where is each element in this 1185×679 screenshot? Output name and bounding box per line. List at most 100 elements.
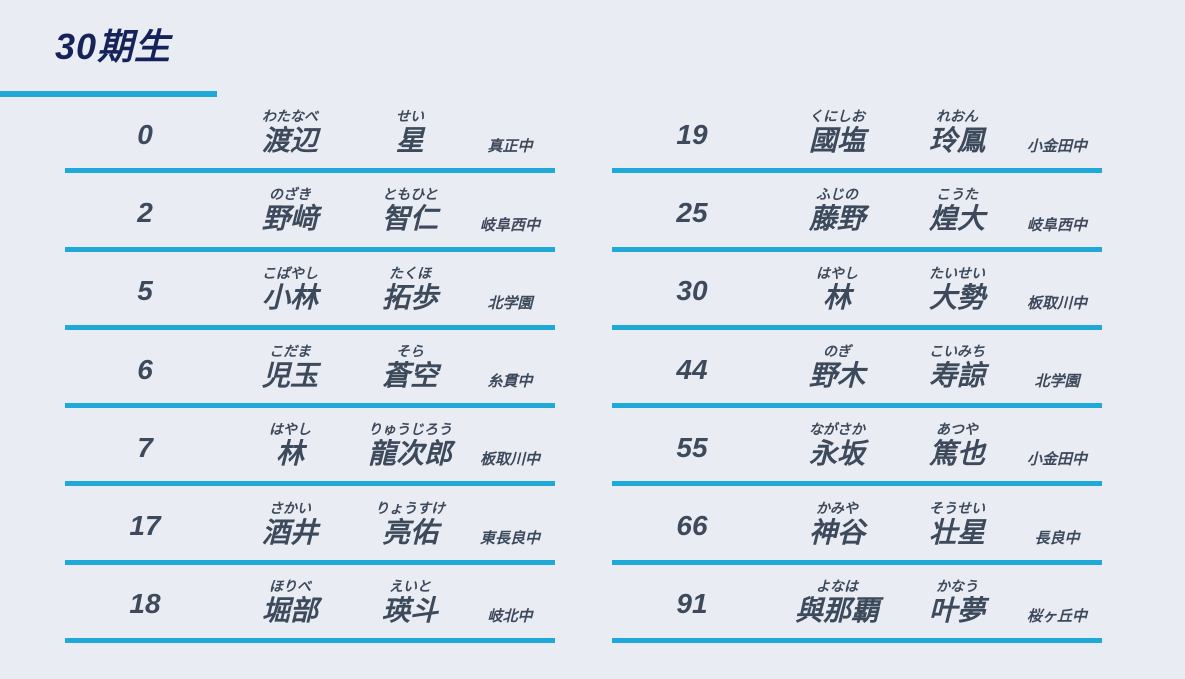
jersey-number: 6: [137, 353, 153, 385]
school-name: 桜ヶ丘中: [1026, 608, 1087, 626]
given-name: 亮佑: [381, 516, 438, 548]
family-name-block: さかい 酒井: [225, 498, 355, 549]
roster-column-left: 0 わたなべ 渡辺 せい 星 真正中 2 のざき 野﨑 ともひと 智仁 岐阜西中…: [65, 95, 555, 644]
given-name-furigana: こいみち: [929, 343, 985, 360]
title-underline: [0, 91, 217, 97]
given-name-furigana: りゅうじろう: [368, 421, 452, 438]
given-name: 拓歩: [381, 281, 438, 313]
jersey-number: 17: [129, 510, 161, 542]
family-name: 小林: [261, 281, 318, 313]
family-name-furigana: のざき: [269, 186, 311, 203]
family-name-furigana: くにしお: [809, 108, 865, 125]
roster-row: 2 のざき 野﨑 ともひと 智仁 岐阜西中: [65, 173, 555, 252]
family-name-furigana: よなは: [816, 577, 858, 594]
given-name: 篤也: [928, 438, 985, 470]
family-name-block: のざき 野﨑: [225, 184, 355, 235]
page-title: 30期生: [55, 26, 172, 67]
given-name-furigana: あつや: [936, 421, 978, 438]
roster-row: 66 かみや 神谷 そうせい 壮星 長良中: [612, 486, 1102, 565]
given-name-furigana: こうた: [936, 186, 978, 203]
family-name: 與那覇: [794, 594, 879, 626]
jersey-number: 18: [129, 588, 161, 620]
roster-row: 0 わたなべ 渡辺 せい 星 真正中: [65, 95, 555, 174]
given-name-furigana: たくほ: [389, 264, 431, 281]
family-name-furigana: ながさか: [809, 421, 865, 438]
jersey-number: 25: [676, 196, 708, 228]
given-name: 瑛斗: [381, 594, 438, 626]
family-name-block: はやし 林: [772, 263, 902, 314]
roster-row: 44 のぎ 野木 こいみち 寿諒 北学園: [612, 330, 1102, 409]
family-name: 渡辺: [261, 125, 318, 157]
given-name: 壮星: [928, 516, 985, 548]
given-name-block: ともひと 智仁: [355, 184, 465, 235]
given-name-block: こうた 煌大: [902, 184, 1012, 235]
jersey-number: 66: [676, 510, 708, 542]
roster-column-right: 19 くにしお 國塩 れおん 玲鳳 小金田中 25 ふじの 藤野 こうた 煌大 …: [612, 95, 1102, 644]
family-name: 酒井: [261, 516, 318, 548]
family-name-furigana: こばやし: [262, 264, 318, 281]
roster-row: 7 はやし 林 りゅうじろう 龍次郎 板取川中: [65, 408, 555, 487]
family-name-furigana: わたなべ: [262, 108, 318, 125]
given-name-furigana: れおん: [936, 108, 978, 125]
school-name: 岐阜西中: [1026, 216, 1087, 234]
family-name-block: ながさか 永坂: [772, 419, 902, 470]
given-name-furigana: かなう: [936, 577, 978, 594]
given-name: 煌大: [928, 203, 985, 235]
roster-row: 91 よなは 與那覇 かなう 叶夢 桜ヶ丘中: [612, 565, 1102, 644]
jersey-number: 7: [137, 431, 153, 463]
jersey-number: 5: [137, 275, 153, 307]
jersey-number: 44: [676, 353, 708, 385]
family-name-block: よなは 與那覇: [772, 576, 902, 627]
roster-row: 6 こだま 児玉 そら 蒼空 糸貫中: [65, 330, 555, 409]
given-name-block: たいせい 大勢: [902, 263, 1012, 314]
family-name: 児玉: [261, 360, 318, 392]
given-name: 玲鳳: [928, 125, 985, 157]
given-name-furigana: せい: [396, 108, 424, 125]
given-name-furigana: えいと: [389, 577, 431, 594]
family-name-block: こだま 児玉: [225, 341, 355, 392]
family-name-block: かみや 神谷: [772, 498, 902, 549]
school-name: 小金田中: [1026, 451, 1087, 469]
given-name-block: こいみち 寿諒: [902, 341, 1012, 392]
given-name-furigana: そうせい: [929, 499, 985, 516]
roster-row: 17 さかい 酒井 りょうすけ 亮佑 東長良中: [65, 486, 555, 565]
family-name: 堀部: [261, 594, 318, 626]
family-name-furigana: ふじの: [816, 186, 858, 203]
school-name: 糸貫中: [487, 373, 533, 391]
given-name-block: れおん 玲鳳: [902, 106, 1012, 157]
family-name-furigana: さかい: [269, 499, 311, 516]
roster-row: 30 はやし 林 たいせい 大勢 板取川中: [612, 252, 1102, 330]
family-name-furigana: かみや: [816, 499, 858, 516]
family-name-furigana: のぎ: [823, 343, 851, 360]
given-name-block: せい 星: [355, 106, 465, 157]
school-name: 東長良中: [479, 529, 540, 547]
given-name: 蒼空: [381, 360, 438, 392]
school-name: 北学園: [1034, 373, 1080, 391]
school-name: 岐阜西中: [479, 216, 540, 234]
roster-row: 25 ふじの 藤野 こうた 煌大 岐阜西中: [612, 173, 1102, 252]
family-name: 野﨑: [261, 203, 318, 235]
family-name-block: わたなべ 渡辺: [225, 106, 355, 157]
given-name-furigana: りょうすけ: [375, 499, 445, 516]
given-name: 大勢: [928, 281, 985, 313]
family-name: 林: [822, 281, 851, 313]
given-name-furigana: そら: [396, 343, 424, 360]
family-name-block: ふじの 藤野: [772, 184, 902, 235]
family-name-block: こばやし 小林: [225, 263, 355, 314]
family-name: 藤野: [808, 203, 865, 235]
jersey-number: 19: [676, 118, 708, 150]
given-name-block: たくほ 拓歩: [355, 263, 465, 314]
school-name: 板取川中: [1026, 294, 1087, 312]
family-name-furigana: はやし: [816, 264, 858, 281]
given-name: 龍次郎: [367, 438, 452, 470]
school-name: 長良中: [1034, 529, 1080, 547]
jersey-number: 0: [137, 118, 153, 150]
school-name: 真正中: [487, 138, 533, 156]
family-name: 林: [275, 438, 304, 470]
given-name: 寿諒: [928, 360, 985, 392]
given-name-block: えいと 瑛斗: [355, 576, 465, 627]
family-name-block: はやし 林: [225, 419, 355, 470]
jersey-number: 30: [676, 275, 708, 307]
family-name: 永坂: [808, 438, 865, 470]
family-name-furigana: こだま: [269, 343, 311, 360]
